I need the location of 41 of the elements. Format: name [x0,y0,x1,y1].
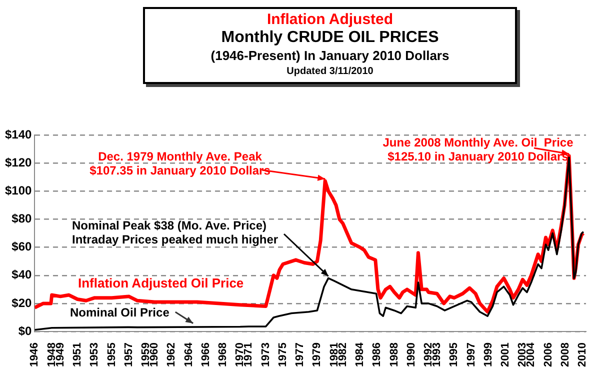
x-tick-label: 1949 [54,342,66,368]
x-tick-label: 1951 [72,342,84,368]
annotation: Nominal Peak $38 (Mo. Ave. Price) Intraday Prices peaked much higher [72,218,278,246]
x-tick-label: 1968 [217,342,230,368]
y-tick-label: $0 [18,324,32,338]
x-tick-label: 2006 [542,342,554,368]
x-tick-label: 1957 [122,342,135,368]
chart-subtitle: (1946-Present) In January 2010 Dollars [210,47,450,65]
x-tick-label: 1986 [371,342,384,368]
x-tick-label: 2008 [559,342,572,368]
x-tick-label: 1984 [354,342,366,368]
x-tick-label: 2010 [576,342,589,368]
text: Updated 3/11/2010 [286,65,374,78]
y-tick-label: $100 [4,183,32,198]
x-tick-label: 1979 [311,342,324,368]
series-label: Inflation Adjusted Oil Price [78,276,244,291]
x-tick-label: 1997 [465,342,478,368]
x-tick-label: 1962 [166,342,178,368]
x-tick-label: 1966 [200,342,212,368]
y-tick-label: $60 [12,240,32,254]
x-tick-label: 1995 [448,342,460,368]
y-tick-label: $80 [12,212,32,226]
x-tick-label: 1973 [260,342,272,368]
x-tick-label: 1977 [294,342,306,368]
chart-title: Inflation Adjusted Monthly CRUDE OIL PRICES [220,11,440,47]
y-tick-label: $40 [12,268,32,282]
x-tick-label: 1982 [336,342,349,368]
x-tick-label: 1975 [276,342,289,368]
y-tick-label: $20 [12,296,32,310]
x-tick-label: 1990 [405,342,418,368]
x-tick-label: 1964 [182,342,195,368]
x-tick-label: 1955 [106,342,118,368]
series-label: Nominal Oil Price [70,305,170,320]
annotation: Dec. 1979 Monthly Ave. Peak $107.35 in January 2010 Dollars [90,149,271,178]
x-tick-label: 1953 [88,342,101,368]
x-tick-label: 1988 [388,342,400,368]
x-tick-label: 2001 [500,342,512,368]
x-tick-label: 1946 [28,342,41,368]
x-tick-label: 1999 [482,342,494,368]
y-tick-label: $140 [4,127,32,142]
y-tick-label: $120 [4,155,32,170]
